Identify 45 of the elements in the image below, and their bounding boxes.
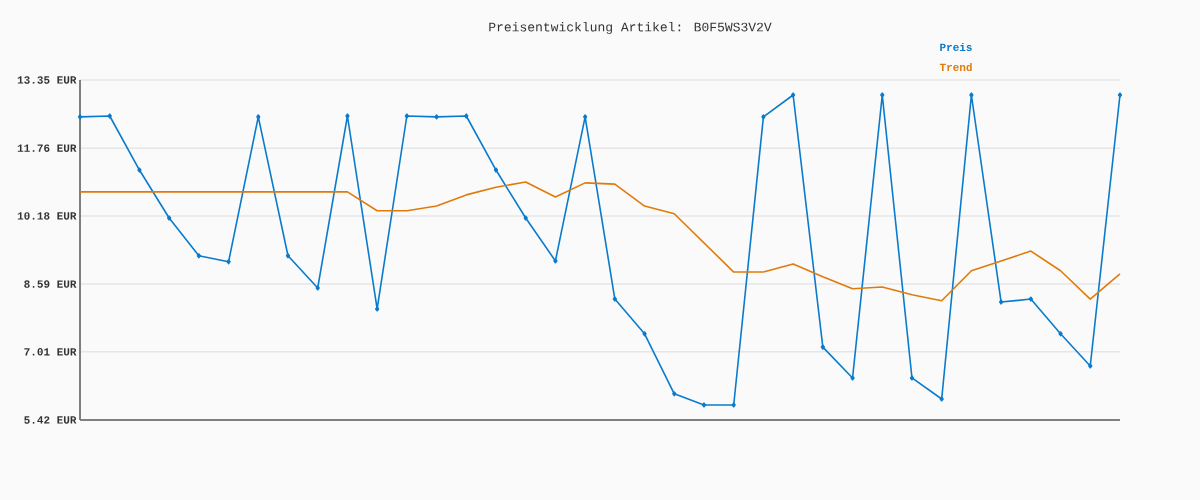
point (672, 391, 677, 397)
point (790, 92, 796, 98)
point (107, 113, 112, 119)
chart-title: Preisentwicklung Artikel: B0F5WS3V2V (489, 21, 772, 35)
point (345, 113, 350, 119)
point (404, 113, 409, 119)
y-tick-label: 8.59 EUR (24, 280, 77, 288)
point (167, 215, 172, 221)
y-tick-label: 7.01 EUR (24, 348, 77, 356)
point (1028, 296, 1033, 302)
point (1088, 363, 1093, 369)
text: Trend (939, 62, 972, 72)
point (77, 114, 83, 120)
point (523, 215, 528, 221)
point (1117, 92, 1123, 98)
point (880, 92, 885, 98)
point (820, 344, 825, 350)
point (553, 258, 558, 264)
y-tick-label: 11.76 EUR (17, 144, 77, 152)
point (493, 167, 499, 173)
point (761, 114, 766, 120)
point (939, 396, 944, 402)
point (196, 253, 202, 259)
point (434, 114, 439, 120)
point (374, 306, 380, 312)
point (642, 331, 647, 337)
point (137, 167, 142, 173)
point (256, 114, 261, 120)
point (226, 259, 231, 265)
point (969, 92, 974, 98)
point (850, 375, 855, 381)
y-tick-label: 5.42 EUR (24, 416, 77, 424)
point (582, 114, 588, 120)
point (464, 113, 469, 119)
point (1058, 331, 1063, 337)
y-tick-label: 10.18 EUR (17, 212, 77, 220)
point (731, 402, 736, 408)
point (909, 375, 915, 381)
point (998, 299, 1004, 305)
point (612, 296, 617, 302)
point (315, 285, 320, 291)
y-tick-label: 13.35 EUR (17, 76, 77, 84)
point (701, 402, 707, 408)
point (285, 253, 291, 259)
text: Preis (940, 42, 972, 52)
